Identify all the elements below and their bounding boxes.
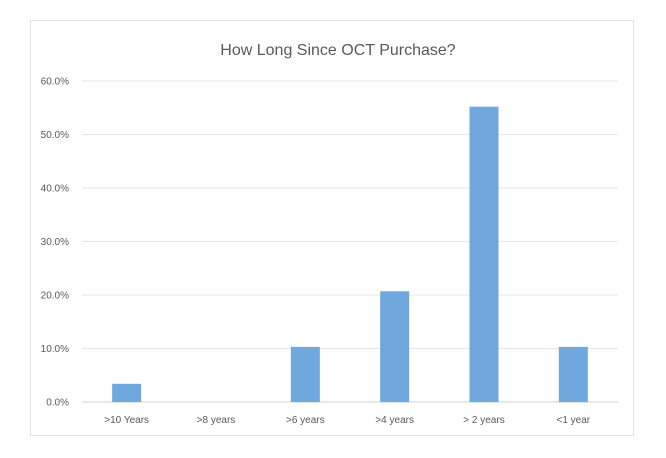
x-category-label: <1 year [557,415,591,426]
chart-title: How Long Since OCT Purchase? [220,42,455,59]
y-tick-label: 50.0% [41,130,69,141]
bar [558,346,588,402]
x-axis-categories: >10 Years >8 years >6 years >4 years > 2 yea… [104,415,591,426]
x-category-label: >8 years [197,415,236,426]
bar [290,346,320,402]
x-category-label: >10 Years [104,415,149,426]
y-tick-label: 40.0% [41,184,69,195]
x-category-label: >6 years [286,415,325,426]
y-tick-label: 60.0% [41,77,69,88]
y-axis-ticks: 0.0% 10.0% 20.0% 30.0% 40.0% 50.0% 60.0% [41,77,69,409]
gridlines [82,80,618,403]
y-tick-label: 0.0% [46,398,69,409]
bar [112,383,142,402]
y-tick-label: 10.0% [41,344,69,355]
x-category-label: >4 years [375,415,414,426]
bar [380,291,410,402]
bars [112,106,588,403]
y-tick-label: 20.0% [41,291,69,302]
bar [469,106,499,403]
x-category-label: > 2 years [463,415,504,426]
y-tick-label: 30.0% [41,237,69,248]
chart-frame [30,20,634,436]
